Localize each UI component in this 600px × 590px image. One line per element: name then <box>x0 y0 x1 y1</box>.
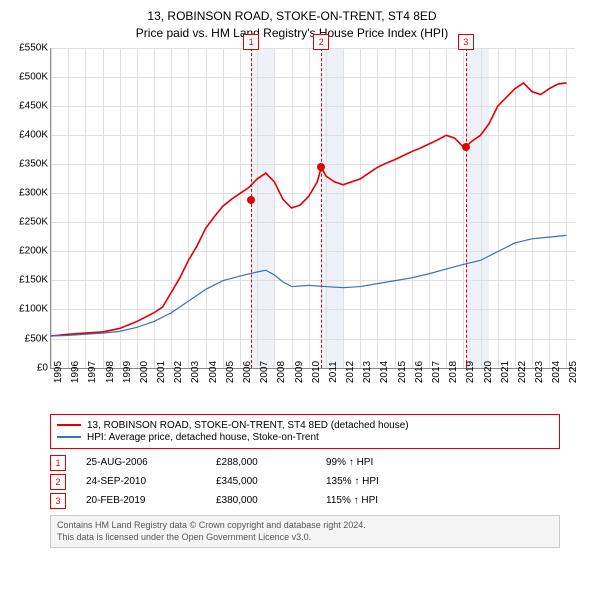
y-tick-label: £350K <box>19 158 48 169</box>
x-tick-label: 2005 <box>225 360 236 382</box>
sales-row: 1 25-AUG-2006 £288,000 99% ↑ HPI <box>50 455 560 471</box>
x-tick-label: 2023 <box>534 360 545 382</box>
chart-container: £0 £50K £100K £150K £200K £250K £300K £350K £400… <box>8 48 578 408</box>
sales-date: 20-FEB-2019 <box>86 495 196 506</box>
x-tick-label: 2002 <box>173 360 184 382</box>
x-tick-label: 1995 <box>53 360 64 382</box>
x-tick-label: 2006 <box>242 360 253 382</box>
x-tick-label: 1999 <box>122 360 133 382</box>
legend-swatch <box>57 424 81 426</box>
sale-marker-box: 3 <box>458 34 474 50</box>
y-tick-label: £500K <box>19 71 48 82</box>
x-tick-label: 1996 <box>70 360 81 382</box>
sales-price: £345,000 <box>216 476 306 487</box>
x-tick-label: 2008 <box>276 360 287 382</box>
x-tick-label: 2025 <box>568 360 579 382</box>
x-tick-label: 2017 <box>431 360 442 382</box>
sale-dashed-line <box>251 48 252 368</box>
y-tick-label: £550K <box>19 42 48 53</box>
y-tick-label: £150K <box>19 275 48 286</box>
x-tick-label: 2013 <box>362 360 373 382</box>
sale-marker-box: 2 <box>313 34 329 50</box>
footer-line-1: Contains HM Land Registry data © Crown c… <box>57 519 553 532</box>
y-tick-label: £50K <box>25 333 48 344</box>
sales-date: 25-AUG-2006 <box>86 457 196 468</box>
y-axis: £0£50K£100K£150K£200K£250K£300K£350K£400… <box>8 48 50 368</box>
sale-point <box>317 163 325 171</box>
sales-price: £380,000 <box>216 495 306 506</box>
chart-title-block: 13, ROBINSON ROAD, STOKE-ON-TRENT, ST4 8… <box>8 8 576 42</box>
x-tick-label: 2012 <box>345 360 356 382</box>
footer-line-2: This data is licensed under the Open Gov… <box>57 531 553 544</box>
x-tick-label: 2009 <box>294 360 305 382</box>
sale-marker-box: 1 <box>243 34 259 50</box>
series-line <box>51 83 566 336</box>
x-tick-label: 2022 <box>517 360 528 382</box>
x-tick-label: 2020 <box>483 360 494 382</box>
sale-dashed-line <box>321 48 322 368</box>
x-tick-label: 2001 <box>156 360 167 382</box>
y-tick-label: £0 <box>37 362 48 373</box>
sales-row: 3 20-FEB-2019 £380,000 115% ↑ HPI <box>50 493 560 509</box>
sales-hpi: 135% ↑ HPI <box>326 476 426 487</box>
y-tick-label: £450K <box>19 100 48 111</box>
x-axis: 1995199619971998199920002001200220032004… <box>50 368 574 408</box>
title-line-2: Price paid vs. HM Land Registry's House … <box>8 25 576 42</box>
sale-dashed-line <box>466 48 467 368</box>
y-tick-label: £250K <box>19 217 48 228</box>
sale-point <box>247 196 255 204</box>
sales-row: 2 24-SEP-2010 £345,000 135% ↑ HPI <box>50 474 560 490</box>
y-tick-label: £300K <box>19 188 48 199</box>
x-tick-label: 2007 <box>259 360 270 382</box>
legend-label: 13, ROBINSON ROAD, STOKE-ON-TRENT, ST4 8… <box>87 420 409 431</box>
plot-area: 123 <box>50 48 575 369</box>
sales-table: 1 25-AUG-2006 £288,000 99% ↑ HPI 2 24-SEP-201… <box>50 455 560 509</box>
footer-note: Contains HM Land Registry data © Crown c… <box>50 515 560 548</box>
x-tick-label: 2016 <box>414 360 425 382</box>
x-tick-label: 1998 <box>105 360 116 382</box>
title-line-1: 13, ROBINSON ROAD, STOKE-ON-TRENT, ST4 8… <box>8 8 576 25</box>
chart-lines-svg <box>51 48 575 368</box>
x-tick-label: 2018 <box>448 360 459 382</box>
legend-row: 13, ROBINSON ROAD, STOKE-ON-TRENT, ST4 8… <box>57 420 553 431</box>
legend-swatch <box>57 436 81 438</box>
x-tick-label: 2015 <box>397 360 408 382</box>
x-tick-label: 2014 <box>379 360 390 382</box>
sales-hpi: 99% ↑ HPI <box>326 457 426 468</box>
x-tick-label: 2010 <box>311 360 322 382</box>
y-tick-label: £100K <box>19 304 48 315</box>
y-tick-label: £200K <box>19 246 48 257</box>
legend: 13, ROBINSON ROAD, STOKE-ON-TRENT, ST4 8… <box>50 414 560 449</box>
sales-row-marker: 2 <box>50 474 66 490</box>
x-tick-label: 2003 <box>190 360 201 382</box>
sales-date: 24-SEP-2010 <box>86 476 196 487</box>
sales-hpi: 115% ↑ HPI <box>326 495 426 506</box>
x-tick-label: 2019 <box>465 360 476 382</box>
sales-row-marker: 3 <box>50 493 66 509</box>
series-line <box>51 235 566 336</box>
x-tick-label: 2021 <box>500 360 511 382</box>
x-tick-label: 2011 <box>328 361 339 383</box>
x-tick-label: 2024 <box>551 360 562 382</box>
legend-label: HPI: Average price, detached house, Stok… <box>87 432 319 443</box>
x-tick-label: 1997 <box>87 360 98 382</box>
legend-row: HPI: Average price, detached house, Stok… <box>57 432 553 443</box>
y-tick-label: £400K <box>19 129 48 140</box>
sales-price: £288,000 <box>216 457 306 468</box>
sale-point <box>462 143 470 151</box>
x-tick-label: 2004 <box>208 360 219 382</box>
x-tick-label: 2000 <box>139 360 150 382</box>
sales-row-marker: 1 <box>50 455 66 471</box>
